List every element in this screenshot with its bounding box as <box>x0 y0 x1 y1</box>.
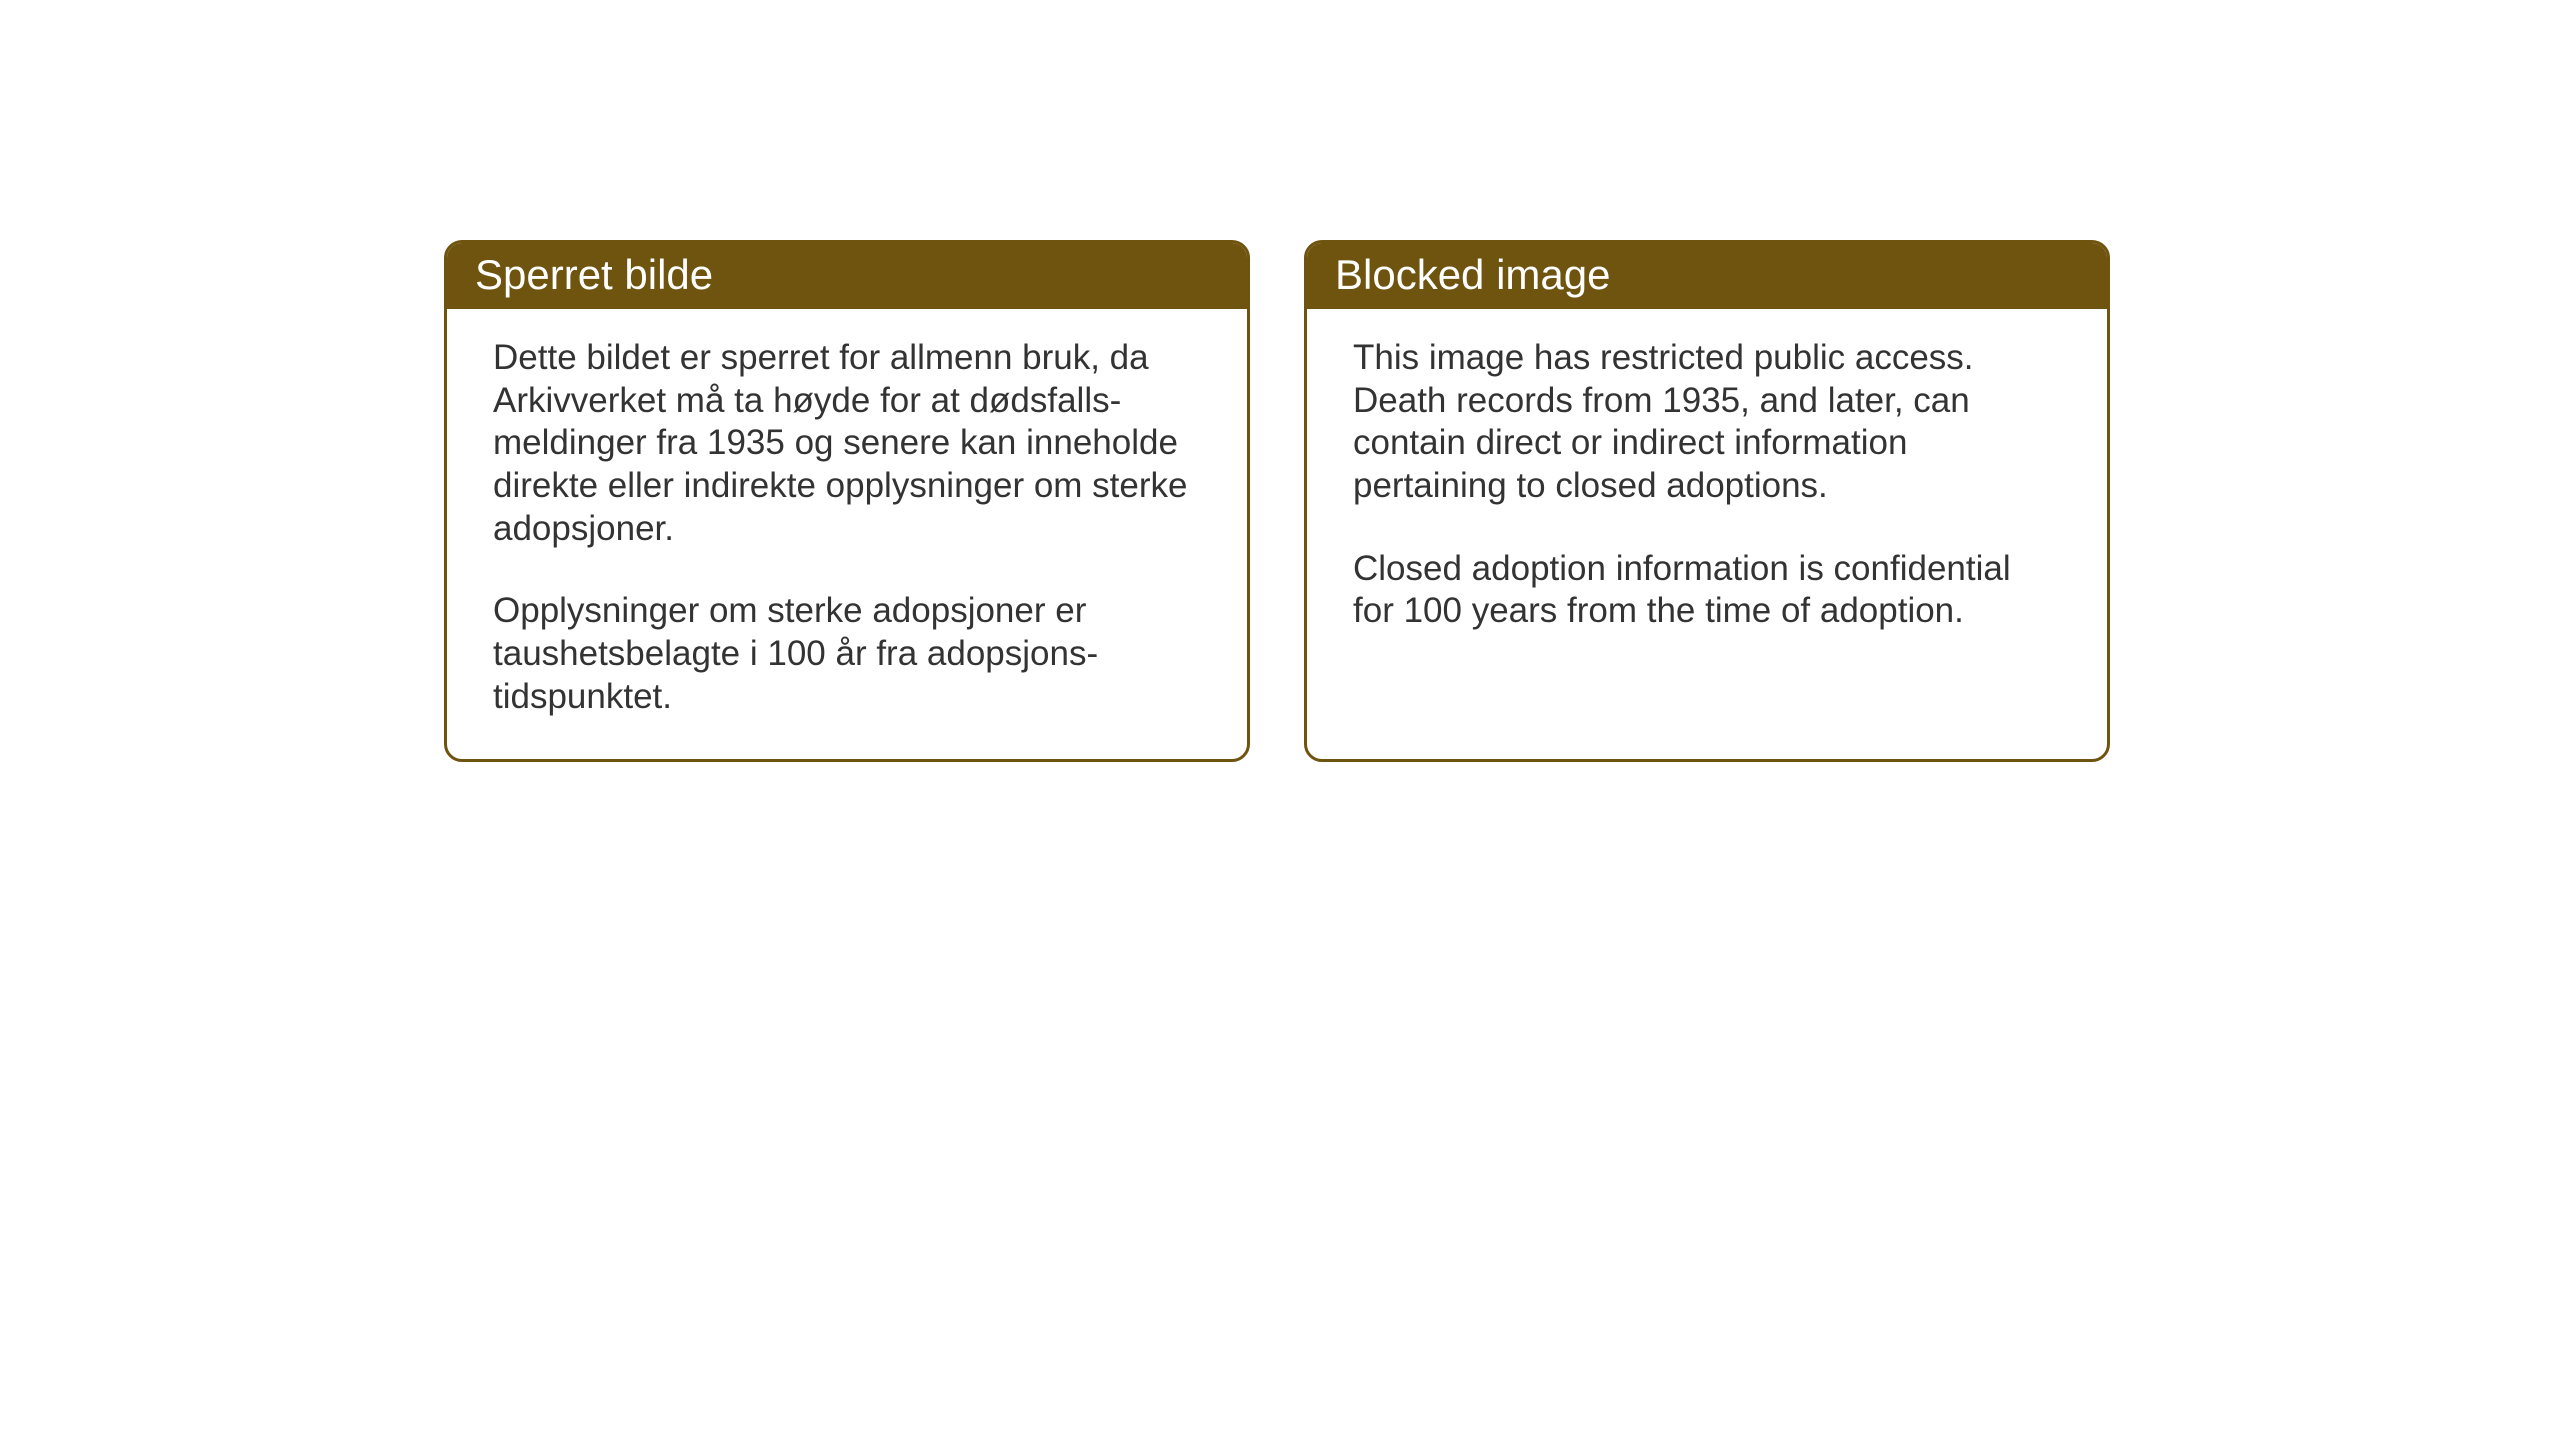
notice-card-norwegian: Sperret bilde Dette bildet er sperret fo… <box>444 240 1250 762</box>
card-body-norwegian: Dette bildet er sperret for allmenn bruk… <box>447 309 1247 759</box>
notice-card-english: Blocked image This image has restricted … <box>1304 240 2110 762</box>
card-paragraph-1-english: This image has restricted public access.… <box>1353 337 2061 508</box>
notice-container: Sperret bilde Dette bildet er sperret fo… <box>444 240 2110 762</box>
card-paragraph-2-english: Closed adoption information is confident… <box>1353 548 2061 633</box>
card-header-english: Blocked image <box>1307 243 2107 309</box>
card-paragraph-1-norwegian: Dette bildet er sperret for allmenn bruk… <box>493 337 1201 550</box>
card-header-norwegian: Sperret bilde <box>447 243 1247 309</box>
card-paragraph-2-norwegian: Opplysninger om sterke adopsjoner er tau… <box>493 590 1201 718</box>
card-title-english: Blocked image <box>1335 251 1610 298</box>
card-title-norwegian: Sperret bilde <box>475 251 713 298</box>
card-body-english: This image has restricted public access.… <box>1307 309 2107 673</box>
